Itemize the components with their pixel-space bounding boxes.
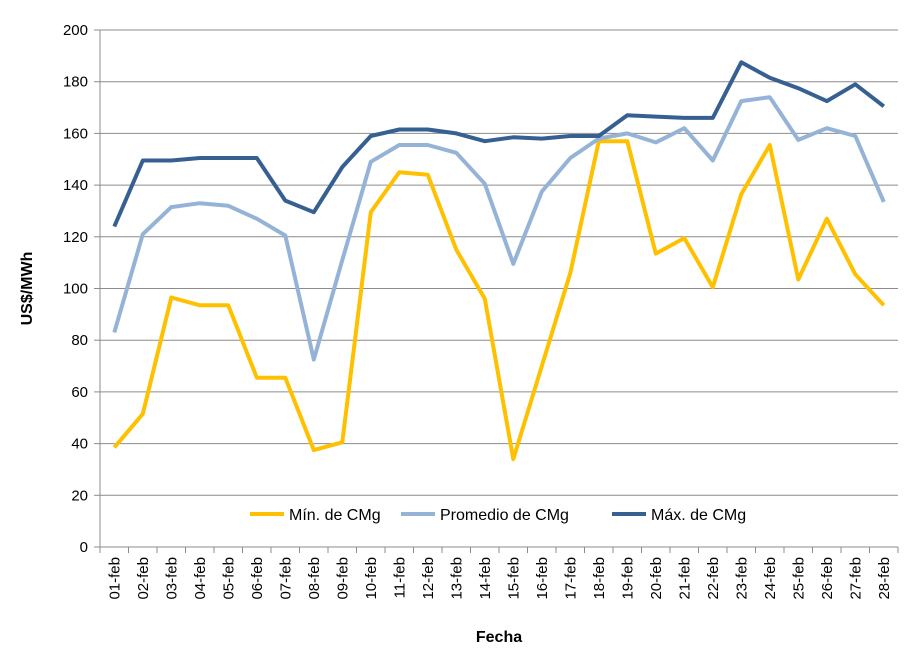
x-tick-label: 18-feb [591,557,608,600]
y-tick-label: 100 [63,281,88,298]
x-tick-label: 09-feb [334,557,351,600]
x-tick-label: 01-feb [106,557,123,600]
y-tick-label: 200 [63,22,88,39]
y-tick-label: 140 [63,177,88,194]
legend: Mín. de CMg Promedio de CMg Máx. de CMg [250,507,746,524]
x-tick-label: 25-feb [790,557,807,600]
series-line-0 [114,141,884,459]
legend-label-0: Mín. de CMg [289,507,381,524]
series-lines [114,62,884,459]
y-tick-labels: 0 20 40 60 80 100 120 140 160 180 200 [63,22,88,556]
x-tick-label: 23-feb [733,557,750,600]
x-tick-label: 22-feb [705,557,722,600]
x-tick-label: 08-feb [306,557,323,600]
y-tick-label: 20 [71,487,88,504]
y-tick-label: 120 [63,229,88,246]
x-tick-label: 06-feb [249,557,266,600]
x-tick-label: 21-feb [676,557,693,600]
y-tick-label: 40 [71,436,88,453]
x-tick-label: 17-feb [562,557,579,600]
y-tick-label: 80 [71,332,88,349]
x-tick-label: 20-feb [648,557,665,600]
x-tick-label: 14-feb [477,557,494,600]
x-tick-label: 13-feb [448,557,465,600]
x-tick-labels: 01-feb 02-feb 03-feb 04-feb 05-feb 06-feb 07-f… [106,557,893,600]
x-tick-label: 24-feb [762,557,779,600]
x-tick-label: 05-feb [220,557,237,600]
y-tick-label: 0 [80,539,88,556]
series-line-1 [114,97,884,359]
y-tick-label: 60 [71,384,88,401]
y-tick-label: 160 [63,125,88,142]
x-tick-label: 02-feb [135,557,152,600]
legend-label-2: Máx. de CMg [651,507,746,524]
x-tick-label: 26-feb [819,557,836,600]
x-tick-label: 07-feb [277,557,294,600]
x-tick-label: 10-feb [363,557,380,600]
x-axis-title: Fecha [476,629,522,646]
y-tick-label: 180 [63,74,88,91]
x-tick-label: 03-feb [163,557,180,600]
x-tick-label: 15-feb [505,557,522,600]
x-tick-label: 12-feb [420,557,437,600]
x-tick-label: 28-feb [876,557,893,600]
x-tick-label: 11-feb [391,557,408,598]
x-tick-label: 27-feb [847,557,864,600]
legend-label-1: Promedio de CMg [440,507,569,524]
x-tick-label: 19-feb [619,557,636,600]
x-tick-label: 16-feb [534,557,551,600]
x-tick-label: 04-feb [192,557,209,600]
y-axis-title: US$/MWh [19,252,36,326]
